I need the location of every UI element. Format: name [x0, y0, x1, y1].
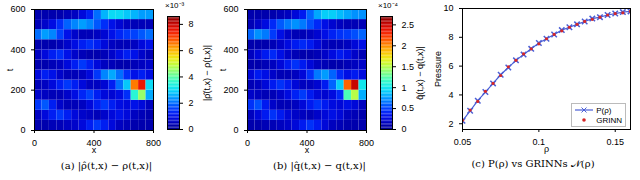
svg-text:0: 0	[20, 125, 25, 135]
svg-text:0: 0	[189, 124, 194, 134]
svg-text:0: 0	[233, 125, 238, 135]
svg-text:2: 2	[448, 119, 453, 129]
svg-text:t: t	[218, 68, 228, 71]
html-text:(b) |q̂(t,x) − q(t,x)|: (b) |q̂(t,x) − q(t,x)|	[273, 160, 366, 171]
svg-text:4: 4	[189, 72, 194, 82]
svg-text:200: 200	[223, 85, 238, 95]
svg-text:8: 8	[189, 19, 194, 29]
svg-text:0.5: 0.5	[402, 103, 415, 113]
svg-text:2.5: 2.5	[402, 20, 415, 30]
svg-text:4: 4	[448, 90, 453, 100]
svg-text:1.5: 1.5	[402, 62, 415, 72]
svg-text:800: 800	[359, 138, 374, 148]
svg-text:6: 6	[189, 46, 194, 56]
svg-text:ρ: ρ	[544, 144, 549, 154]
svg-text:400: 400	[10, 45, 25, 55]
svg-text:400: 400	[86, 137, 102, 148]
svg-text:800: 800	[146, 138, 161, 148]
html-text:×10⁻³: ×10⁻³	[165, 1, 185, 10]
svg-text:8: 8	[448, 32, 453, 42]
html-text:×10⁻⁴: ×10⁻⁴	[378, 1, 398, 10]
svg-text:6: 6	[448, 61, 453, 71]
svg-text:x: x	[92, 145, 97, 155]
svg-text:200: 200	[10, 85, 25, 95]
html-text:(a) |ρ̂(t,x) − ρ(t,x)|: (a) |ρ̂(t,x) − ρ(t,x)|	[60, 160, 153, 171]
svg-text:0.05: 0.05	[454, 137, 472, 147]
html-text:P(ρ): P(ρ)	[596, 105, 612, 115]
svg-text:400: 400	[223, 45, 238, 55]
svg-text:0: 0	[245, 138, 250, 148]
svg-text:q̂(t,x) − q(t,x)|: q̂(t,x) − q(t,x)|	[415, 46, 425, 100]
html-text:(c) P(ρ) vs GRINNs 𝒩(ρ): (c) P(ρ) vs GRINNs 𝒩(ρ)	[471, 158, 595, 169]
svg-text:2: 2	[402, 41, 407, 51]
svg-text:400: 400	[299, 137, 315, 148]
svg-text:0: 0	[32, 138, 37, 148]
svg-text:0: 0	[402, 124, 407, 134]
svg-text:600: 600	[223, 4, 238, 14]
html-text:GRINN: GRINN	[596, 115, 622, 125]
svg-text:x: x	[305, 145, 310, 155]
svg-text:1: 1	[402, 83, 407, 93]
svg-text:t: t	[5, 68, 15, 71]
svg-text:0.15: 0.15	[606, 137, 624, 147]
svg-text:600: 600	[10, 4, 25, 14]
svg-text:0.1: 0.1	[532, 136, 546, 147]
svg-text:2: 2	[189, 98, 194, 108]
svg-text:Pressure: Pressure	[433, 51, 443, 87]
svg-text:10: 10	[443, 3, 453, 13]
svg-text:|ρ̂(t,x) − ρ(t,x)|: |ρ̂(t,x) − ρ(t,x)|	[202, 45, 212, 101]
